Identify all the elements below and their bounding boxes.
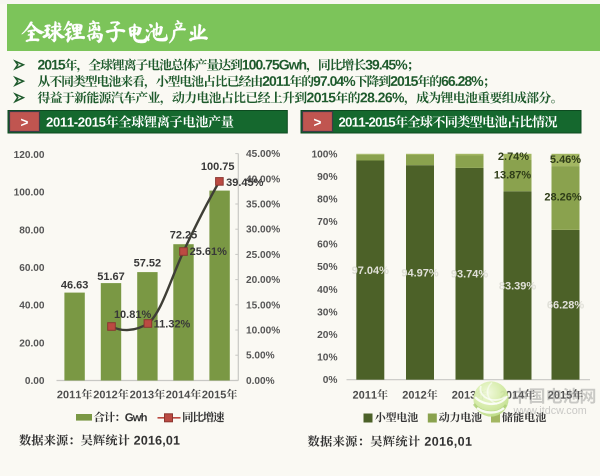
- svg-text:>: >: [314, 115, 322, 130]
- svg-text:0.00%: 0.00%: [246, 376, 275, 387]
- svg-text:100%: 100%: [311, 149, 337, 160]
- svg-text:40.00: 40.00: [19, 301, 45, 312]
- svg-text:94.97%: 94.97%: [401, 267, 439, 279]
- svg-text:25.61%: 25.61%: [190, 246, 228, 258]
- svg-text:83.39%: 83.39%: [499, 280, 537, 292]
- svg-text:20.00%: 20.00%: [246, 275, 280, 286]
- svg-text:100.00: 100.00: [14, 188, 45, 199]
- svg-text:13.87%: 13.87%: [494, 169, 532, 181]
- svg-text:20.00: 20.00: [19, 338, 45, 349]
- svg-text:11.32%: 11.32%: [154, 319, 191, 331]
- svg-text:30%: 30%: [317, 307, 337, 318]
- svg-text:80%: 80%: [317, 195, 337, 206]
- svg-text:10.81%: 10.81%: [114, 309, 152, 321]
- svg-text:80.00: 80.00: [19, 225, 45, 236]
- svg-text:www.jtdcw.com: www.jtdcw.com: [513, 405, 587, 417]
- svg-text:51.67: 51.67: [97, 271, 125, 283]
- svg-text:0%: 0%: [323, 375, 338, 386]
- svg-text:46.63: 46.63: [61, 280, 89, 292]
- svg-text:60.00: 60.00: [19, 263, 45, 274]
- svg-text:25.00%: 25.00%: [246, 250, 280, 261]
- svg-text:0.00: 0.00: [25, 376, 45, 387]
- svg-text:50%: 50%: [317, 262, 337, 273]
- svg-text:93.74%: 93.74%: [451, 269, 489, 281]
- svg-text:10.00%: 10.00%: [246, 326, 280, 337]
- svg-text:40.00%: 40.00%: [246, 174, 280, 185]
- svg-text:35.00%: 35.00%: [246, 200, 280, 211]
- svg-text:100.75: 100.75: [201, 161, 235, 173]
- svg-text:45.00%: 45.00%: [246, 149, 280, 160]
- svg-text:20%: 20%: [317, 330, 337, 341]
- svg-text:10%: 10%: [317, 353, 337, 364]
- svg-text:90%: 90%: [317, 172, 337, 183]
- svg-text:5.46%: 5.46%: [550, 154, 581, 166]
- svg-text:40%: 40%: [317, 285, 337, 296]
- svg-text:5.00%: 5.00%: [246, 351, 275, 362]
- svg-text:28.26%: 28.26%: [544, 192, 582, 204]
- svg-text:120.00: 120.00: [14, 150, 45, 161]
- svg-text:57.52: 57.52: [134, 258, 162, 270]
- svg-text:30.00%: 30.00%: [246, 225, 280, 236]
- svg-text:97.04%: 97.04%: [352, 265, 390, 277]
- svg-text:>: >: [21, 115, 29, 130]
- svg-text:70%: 70%: [317, 217, 337, 228]
- svg-text:60%: 60%: [317, 240, 337, 251]
- svg-text:66.28%: 66.28%: [547, 300, 585, 312]
- svg-text:15.00%: 15.00%: [246, 300, 280, 311]
- svg-text:2.74%: 2.74%: [498, 151, 529, 163]
- svg-text:39.45%: 39.45%: [226, 177, 264, 189]
